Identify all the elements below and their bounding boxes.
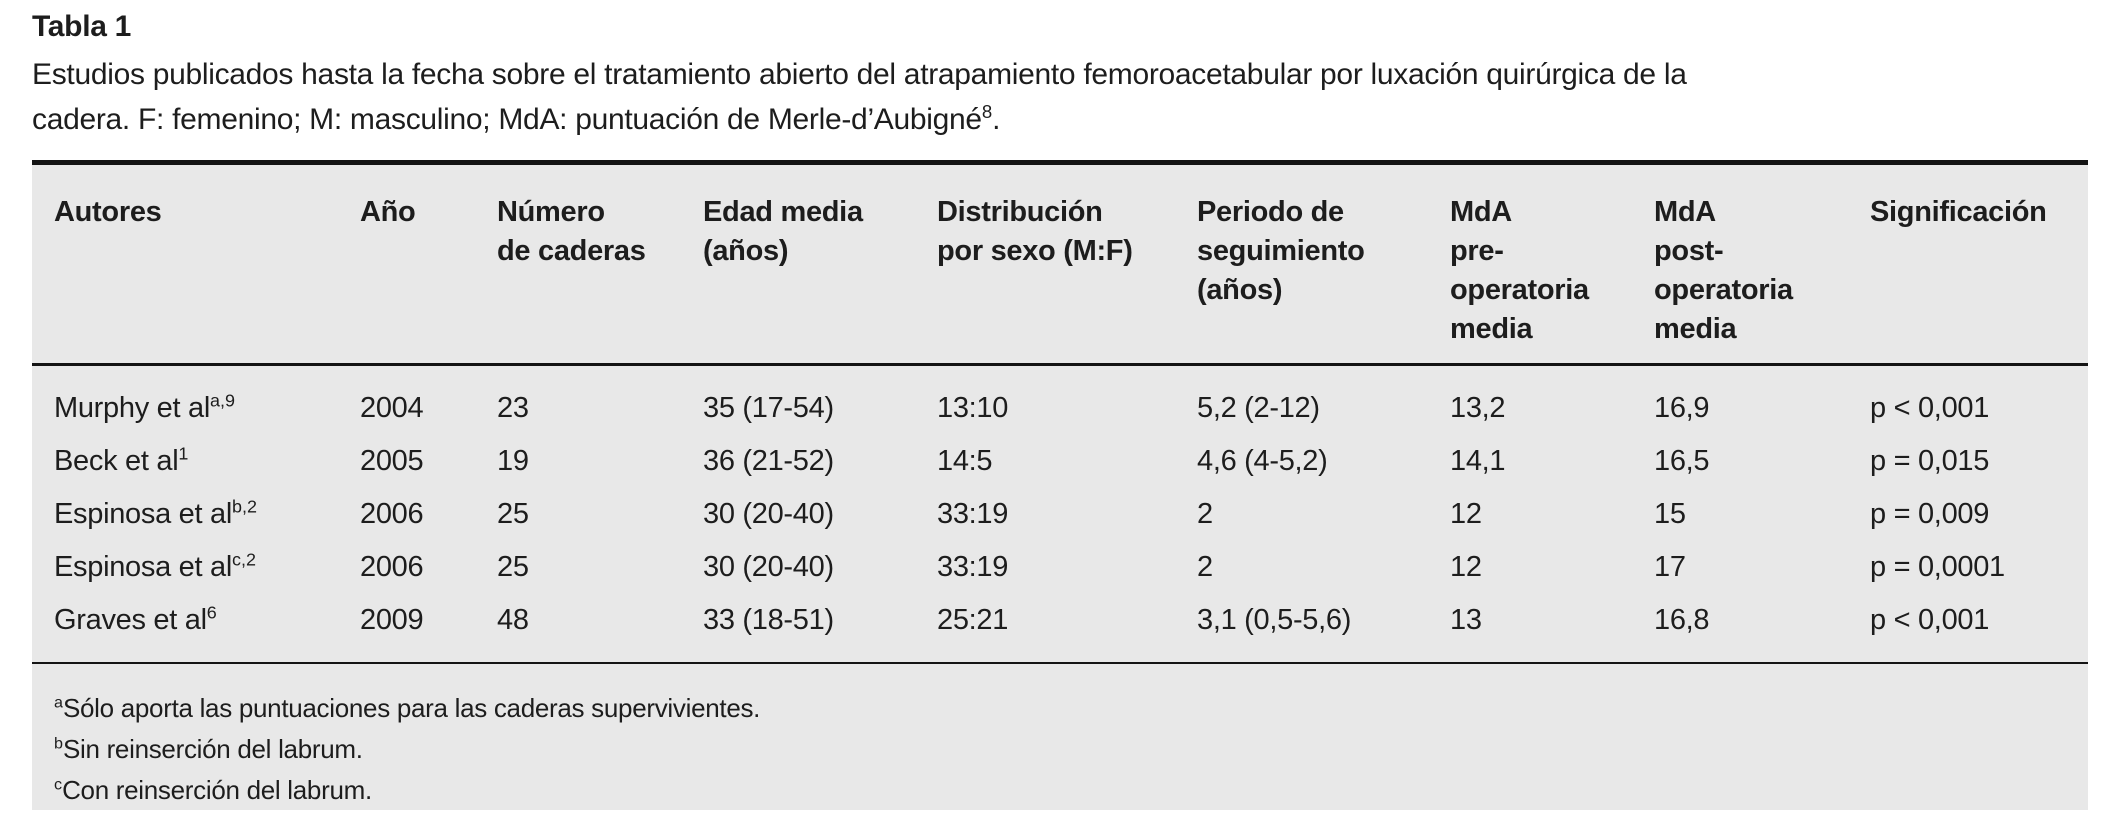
- cell-age: 35 (17-54): [703, 392, 834, 424]
- cell-author: Espinosa et alb,2: [32, 488, 360, 541]
- cell-author: Graves et al6: [32, 594, 360, 662]
- cell-significance: p < 0,001: [1870, 604, 1990, 636]
- table-row: Beck et al1 2005 19 36 (21-52) 14:5 4,6 …: [32, 435, 2088, 488]
- cell-age: 36 (21-52): [703, 445, 834, 477]
- author-name: Espinosa et al: [54, 498, 232, 530]
- caption-suffix: .: [992, 103, 1001, 136]
- table-footnotes: aSólo aporta las puntuaciones para las c…: [32, 662, 2088, 811]
- header-row: Autores Año Número de caderas Edad media…: [32, 165, 2088, 366]
- author-superscript: c,2: [231, 549, 256, 570]
- caption-text: Estudios publicados hasta la fecha sobre…: [32, 58, 1687, 136]
- cell-mda-pre: 14,1: [1450, 445, 1506, 477]
- table-row: Espinosa et alb,2 2006 25 30 (20-40) 33:…: [32, 488, 2088, 541]
- author-superscript: 1: [178, 443, 189, 464]
- author-name: Graves et al: [54, 604, 207, 636]
- cell-mda-pre: 13,2: [1450, 392, 1506, 424]
- footnote-text: Con reinserción del labrum.: [62, 775, 372, 805]
- cell-followup: 2: [1197, 498, 1213, 530]
- cell-followup: 2: [1197, 551, 1213, 583]
- author-superscript: b,2: [231, 496, 257, 517]
- footnote-marker: c: [54, 775, 63, 794]
- cell-significance: p = 0,015: [1870, 445, 1990, 477]
- column-header-autores: Autores: [32, 165, 360, 366]
- column-header-numero-caderas: Número de caderas: [497, 165, 703, 366]
- author-name: Beck et al: [54, 445, 179, 477]
- column-header-periodo-seguimiento: Periodo de seguimiento (años): [1197, 165, 1450, 366]
- cell-hips: 25: [497, 551, 529, 583]
- cell-mda-pre: 13: [1450, 604, 1482, 636]
- footnote: bSin reinserción del labrum.: [54, 729, 2068, 770]
- cell-year: 2006: [360, 551, 424, 583]
- cell-significance: p = 0,009: [1870, 498, 1990, 530]
- cell-age: 30 (20-40): [703, 551, 834, 583]
- column-header-edad-media: Edad media (años): [703, 165, 937, 366]
- cell-sex: 13:10: [937, 392, 1009, 424]
- footnote-marker: a: [54, 693, 63, 712]
- column-header-mda-pre: MdA pre- operatoria media: [1450, 165, 1654, 366]
- cell-sex: 33:19: [937, 498, 1009, 530]
- footnote: aSólo aporta las puntuaciones para las c…: [54, 688, 2068, 729]
- table-row: Murphy et ala,9 2004 23 35 (17-54) 13:10…: [32, 365, 2088, 436]
- cell-sex: 25:21: [937, 604, 1009, 636]
- cell-year: 2004: [360, 392, 424, 424]
- footnote-text: Sin reinserción del labrum.: [62, 734, 363, 764]
- cell-age: 33 (18-51): [703, 604, 834, 636]
- studies-table: Autores Año Número de caderas Edad media…: [32, 165, 2088, 662]
- table-row: Espinosa et alc,2 2006 25 30 (20-40) 33:…: [32, 541, 2088, 594]
- cell-author: Murphy et ala,9: [32, 365, 360, 436]
- column-header-ano: Año: [360, 165, 497, 366]
- table-caption: Estudios publicados hasta la fecha sobre…: [32, 52, 2052, 142]
- cell-sex: 14:5: [937, 445, 993, 477]
- cell-year: 2006: [360, 498, 424, 530]
- table-title: Tabla 1: [32, 10, 132, 43]
- author-superscript: 6: [206, 602, 217, 623]
- cell-mda-post: 16,5: [1654, 445, 1710, 477]
- table-row: Graves et al6 2009 48 33 (18-51) 25:21 3…: [32, 594, 2088, 662]
- cell-age: 30 (20-40): [703, 498, 834, 530]
- cell-year: 2009: [360, 604, 424, 636]
- table-body: Murphy et ala,9 2004 23 35 (17-54) 13:10…: [32, 365, 2088, 663]
- cell-hips: 19: [497, 445, 529, 477]
- footnote-marker: b: [54, 734, 63, 753]
- cell-author: Beck et al1: [32, 435, 360, 488]
- footnote: cCon reinserción del labrum.: [54, 770, 2068, 811]
- cell-year: 2005: [360, 445, 424, 477]
- column-header-significacion: Significación: [1870, 165, 2088, 366]
- author-name: Espinosa et al: [54, 551, 232, 583]
- cell-followup: 4,6 (4-5,2): [1197, 445, 1328, 477]
- column-header-distribucion-sexo: Distribución por sexo (M:F): [937, 165, 1197, 366]
- table-container: Autores Año Número de caderas Edad media…: [32, 160, 2088, 810]
- cell-sex: 33:19: [937, 551, 1009, 583]
- cell-hips: 25: [497, 498, 529, 530]
- cell-significance: p = 0,0001: [1870, 551, 2005, 583]
- cell-hips: 23: [497, 392, 529, 424]
- cell-significance: p < 0,001: [1870, 392, 1990, 424]
- caption-reference-superscript: 8: [981, 101, 993, 122]
- cell-followup: 5,2 (2-12): [1197, 392, 1320, 424]
- cell-mda-post: 17: [1654, 551, 1686, 583]
- table-header: Autores Año Número de caderas Edad media…: [32, 165, 2088, 366]
- cell-mda-post: 16,9: [1654, 392, 1710, 424]
- cell-author: Espinosa et alc,2: [32, 541, 360, 594]
- cell-hips: 48: [497, 604, 529, 636]
- cell-mda-post: 15: [1654, 498, 1686, 530]
- cell-mda-post: 16,8: [1654, 604, 1710, 636]
- author-name: Murphy et al: [54, 392, 210, 424]
- footnote-text: Sólo aporta las puntuaciones para las ca…: [62, 693, 761, 723]
- cell-mda-pre: 12: [1450, 498, 1482, 530]
- cell-mda-pre: 12: [1450, 551, 1482, 583]
- author-superscript: a,9: [209, 390, 235, 411]
- cell-followup: 3,1 (0,5-5,6): [1197, 604, 1352, 636]
- column-header-mda-post: MdA post- operatoria media: [1654, 165, 1870, 366]
